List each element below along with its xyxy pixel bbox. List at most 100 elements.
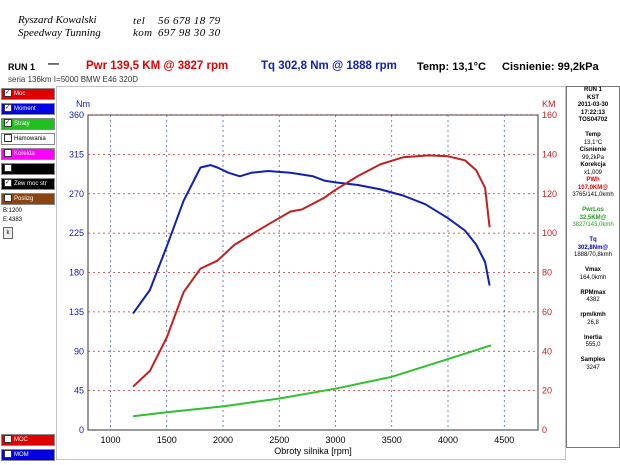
info-line [567, 327, 619, 335]
y-left-tick-label: 180 [69, 268, 84, 278]
checkbox-icon[interactable] [4, 450, 12, 459]
left-control-panel: ✓ Moc ✓ Moment ✓ Straty Hamowania Korekta ✓ Zew m… [0, 86, 56, 464]
info-line: 13,1°C [583, 139, 603, 146]
bottom-toggle-1[interactable]: MOM [1, 449, 55, 461]
temp-summary: Temp: 13,1°C [417, 61, 486, 73]
x-tick-label: 2500 [269, 435, 289, 445]
y-left-tick-label: 45 [74, 386, 84, 396]
info-line: RPMmax [580, 289, 606, 296]
x-tick-label: 4500 [494, 435, 514, 445]
legend-toggle-2[interactable]: ✓ Straty [1, 118, 55, 130]
legend-toggle-label: Zew moc str [14, 181, 47, 187]
checkbox-icon[interactable] [4, 149, 12, 158]
company-subtitle: Speedway Tunning [18, 27, 101, 39]
info-line: 107,0KM@ [577, 184, 609, 191]
company-name: Ryszard Kowalski [18, 14, 97, 26]
k-button[interactable]: k [3, 227, 13, 239]
y-right-tick-label: 100 [542, 228, 557, 238]
run-line-symbol: — [48, 58, 59, 70]
y-right-tick-label: 140 [542, 149, 557, 159]
run-label: RUN 1 [8, 62, 36, 72]
legend-toggle-label: Poslizg [14, 196, 34, 202]
y-left-tick-label: 315 [69, 149, 84, 159]
checkbox-icon[interactable] [4, 164, 12, 173]
checkbox-icon[interactable]: ✓ [4, 89, 12, 98]
x-tick-label: 3000 [325, 435, 345, 445]
info-line: 32,5KM@ [579, 214, 607, 221]
info-line: 17:22:13 [580, 109, 606, 116]
y-left-tick-label: 360 [69, 110, 84, 120]
legend-toggle-1[interactable]: ✓ Moment [1, 103, 55, 115]
y-left-tick-label: 135 [69, 307, 84, 317]
info-line: Cisnienie [579, 147, 607, 153]
b-value: B:1200 [3, 208, 23, 214]
legend-toggle-label: Hamowania [14, 136, 46, 142]
chart-frame [56, 86, 566, 460]
y-right-tick-label: 160 [542, 110, 557, 120]
power-series-line [132, 154, 491, 388]
info-line: 3247 [586, 364, 600, 371]
y-right-tick-label: 80 [542, 268, 552, 278]
info-line [567, 230, 619, 238]
pressure-summary: Cisnienie: 99,2kPa [502, 61, 599, 73]
dyno-chart: 1000 1500 2000 2500 3000 3500 4000 450004590135… [56, 86, 566, 460]
info-line [567, 282, 619, 290]
info-line [567, 305, 619, 313]
bottom-toggle-label: MOM [14, 452, 29, 458]
bottom-toggle-label: MOC [14, 437, 28, 443]
legend-toggle-0[interactable]: ✓ Moc [1, 88, 55, 100]
kom-label: kom [133, 27, 153, 39]
pwr-summary: Pwr 139,5 KM @ 3827 rpm [86, 60, 229, 72]
y-right-axis-label: KM [542, 99, 556, 109]
bottom-toggle-0[interactable]: MOC [1, 434, 55, 446]
info-line: Vmax [584, 267, 601, 273]
checkbox-icon[interactable] [4, 435, 12, 444]
info-line: 99,2kPa [581, 154, 605, 161]
kom-value: 697 98 30 30 [158, 27, 221, 39]
info-line: Tq [589, 237, 597, 243]
legend-toggle-label: Moment [14, 106, 36, 112]
tel-value: 56 678 18 79 [158, 15, 221, 27]
info-line: 26,8 [587, 319, 599, 326]
info-line: 4382 [586, 297, 600, 303]
info-line: x1,009 [583, 169, 602, 176]
x-tick-label: 2000 [213, 435, 233, 445]
e-value: E:4383 [3, 217, 23, 223]
checkbox-icon[interactable] [4, 134, 12, 143]
info-line: Korekcja [580, 162, 606, 168]
legend-toggle-label: Straty [14, 121, 30, 127]
info-line: TOS04702 [578, 117, 608, 123]
x-axis-label: Obroty silnika [rpm] [274, 446, 352, 456]
legend-toggle-5[interactable] [1, 163, 55, 175]
legend-toggle-6[interactable]: ✓ Zew moc str [1, 178, 55, 190]
checkbox-icon[interactable]: ✓ [4, 179, 12, 188]
right-info-panel: RUN 1 KST 2011-03-30 17:22:13 TOS04702 Temp 1… [566, 86, 620, 448]
checkbox-icon[interactable] [4, 194, 12, 203]
legend-toggle-7[interactable]: Poslizg [1, 193, 55, 205]
info-line: 3827/143,0kmh [572, 222, 614, 228]
info-line: Inertia [583, 334, 602, 341]
series-info: seria 136km I=5000 BMW E46 320D [8, 75, 139, 84]
tq-summary: Tq 302,8 Nm @ 1888 rpm [261, 60, 397, 72]
y-left-tick-label: 90 [74, 346, 84, 356]
y-right-tick-label: 40 [542, 346, 552, 356]
x-tick-label: 1500 [157, 435, 177, 445]
checkbox-icon[interactable]: ✓ [4, 119, 12, 128]
info-line: 164,0kmh [579, 274, 607, 281]
checkbox-icon[interactable]: ✓ [4, 104, 12, 113]
info-line: KST [587, 94, 599, 101]
info-line: Samples [580, 357, 606, 363]
y-right-tick-label: 20 [542, 386, 552, 396]
legend-toggle-3[interactable]: Hamowania [1, 133, 55, 145]
loss-series-line [132, 344, 492, 418]
y-right-tick-label: 0 [542, 425, 547, 435]
info-line [567, 350, 619, 358]
info-line: 555,0 [585, 342, 601, 348]
y-right-tick-label: 60 [542, 307, 552, 317]
y-right-tick-label: 120 [542, 189, 557, 199]
info-line: rpm/kmh [580, 312, 606, 318]
y-left-tick-label: 270 [69, 189, 84, 199]
legend-toggle-4[interactable]: Korekta [1, 148, 55, 160]
x-tick-label: 4000 [438, 435, 458, 445]
torque-series-line [132, 164, 491, 315]
